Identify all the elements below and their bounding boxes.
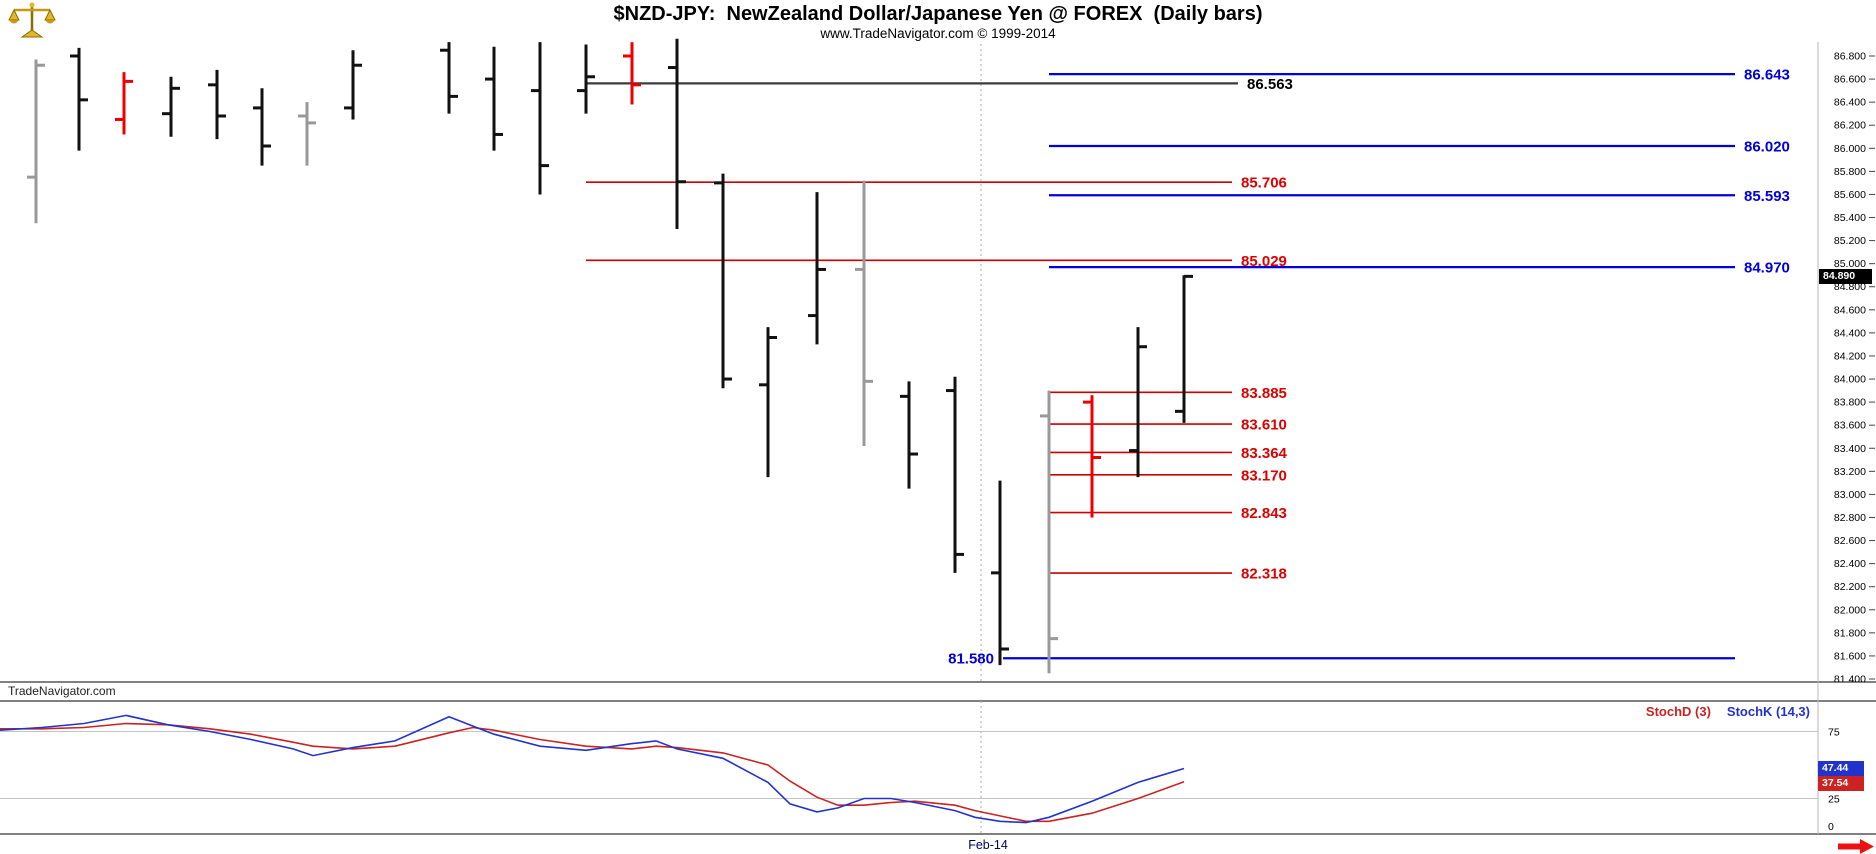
price-level-label: 85.593 xyxy=(1744,188,1790,205)
price-axis-label: 82.800 xyxy=(1834,512,1866,524)
price-axis-label: 81.600 xyxy=(1834,650,1866,662)
stoch-axis-label: 25 xyxy=(1828,794,1840,806)
price-axis-label: 82.600 xyxy=(1834,535,1866,547)
price-axis-label: 82.400 xyxy=(1834,558,1866,570)
price-axis-label: 85.000 xyxy=(1834,258,1866,270)
price-axis-label: 85.600 xyxy=(1834,189,1866,201)
price-level-label: 85.029 xyxy=(1241,253,1287,270)
watermark-label: TradeNavigator.com xyxy=(8,684,116,698)
price-level-label: 86.643 xyxy=(1744,67,1790,84)
price-axis-label: 84.400 xyxy=(1834,327,1866,339)
price-axis-label: 86.600 xyxy=(1834,74,1866,86)
price-axis-label: 83.400 xyxy=(1834,443,1866,455)
price-axis-label: 83.200 xyxy=(1834,466,1866,478)
stoch-axis-label: 0 xyxy=(1828,821,1834,833)
price-level-label: 83.610 xyxy=(1241,417,1287,434)
stochd-legend-label: StochD (3) xyxy=(1645,704,1711,719)
price-axis-label: 82.000 xyxy=(1834,604,1866,616)
stochk-line xyxy=(0,714,1185,824)
x-axis-month-label: Feb-14 xyxy=(968,838,1008,852)
price-axis-label: 85.800 xyxy=(1834,166,1866,178)
price-axis-label: 84.200 xyxy=(1834,350,1866,362)
price-level-label: 83.170 xyxy=(1241,467,1287,484)
stochk-value-badge: 47.44 xyxy=(1818,761,1864,776)
price-level-label: 83.885 xyxy=(1241,385,1287,402)
price-axis-label: 84.000 xyxy=(1834,374,1866,386)
price-axis-label: 84.600 xyxy=(1834,304,1866,316)
price-level-label: 85.706 xyxy=(1241,175,1287,192)
trade-navigator-logo-icon xyxy=(8,1,56,46)
price-axis-label: 86.200 xyxy=(1834,120,1866,132)
price-axis-label: 84.800 xyxy=(1834,281,1866,293)
price-level-label: 83.364 xyxy=(1241,445,1288,462)
price-axis-label: 81.400 xyxy=(1834,674,1866,686)
price-axis-label: 83.000 xyxy=(1834,489,1866,501)
price-level-label: 86.563 xyxy=(1247,76,1293,93)
stochd-value-badge: 37.54 xyxy=(1818,776,1864,791)
price-level-label: 86.020 xyxy=(1744,138,1790,155)
chart-title: $NZD-JPY: NewZealand Dollar/Japanese Yen… xyxy=(613,3,1263,25)
chart-subtitle: www.TradeNavigator.com © 1999-2014 xyxy=(820,26,1056,41)
stochd-line xyxy=(0,722,1185,823)
price-level-label: 84.970 xyxy=(1744,260,1790,277)
price-axis-label: 83.800 xyxy=(1834,397,1866,409)
price-axis-label: 85.200 xyxy=(1834,235,1866,247)
price-axis-label: 83.600 xyxy=(1834,420,1866,432)
scroll-right-arrow-icon[interactable] xyxy=(1838,839,1874,854)
last-price-badge: 84.890 xyxy=(1819,269,1872,284)
price-axis-label: 86.000 xyxy=(1834,143,1866,155)
stoch-legend: StochD (3) StochK (14,3) xyxy=(1646,704,1810,719)
price-level-label: 81.580 xyxy=(948,651,994,668)
stoch-axis-label: 75 xyxy=(1828,727,1840,739)
price-axis-label: 82.200 xyxy=(1834,581,1866,593)
price-axis-label: 86.800 xyxy=(1834,51,1866,63)
price-axis-label: 85.400 xyxy=(1834,212,1866,224)
price-level-label: 82.843 xyxy=(1241,505,1287,522)
price-axis-label: 81.800 xyxy=(1834,627,1866,639)
stochk-legend-label: StochK (14,3) xyxy=(1726,704,1810,719)
price-axis-label: 86.400 xyxy=(1834,97,1866,109)
price-level-label: 82.318 xyxy=(1241,566,1287,583)
